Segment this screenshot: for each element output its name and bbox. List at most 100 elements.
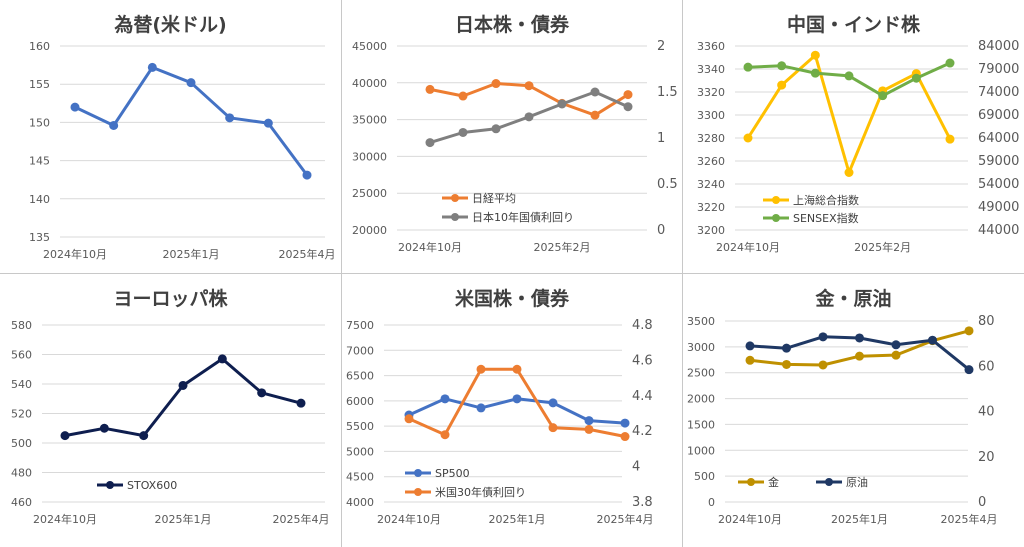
data-point [524,112,534,122]
data-point [225,113,235,123]
data-point [620,432,630,442]
y2-tick-label: 64000 [978,131,1019,146]
legend-label: SENSEX指数 [793,211,859,225]
y2-tick-label: 0.5 [657,177,678,192]
legend-marker [772,196,780,204]
x-tick-label: 2025年2月 [854,240,911,254]
y-tick-label: 520 [11,408,32,421]
y2-tick-label: 4.4 [632,389,653,404]
chart-svg: 4000 4500 5000 5500 6000 6500 7000 7500 3.8 4 4.2 4… [346,318,654,526]
y-tick-label: 1000 [687,444,715,457]
x-tick-label: 2025年4月 [273,512,330,526]
y-tick-label: 5000 [346,445,374,458]
data-point [70,102,80,112]
y-tick-label: 500 [694,470,715,483]
data-point [476,364,486,374]
y2-tick-label: 0 [657,223,665,238]
data-point [512,394,522,404]
y-tick-label: 480 [11,467,32,480]
data-point [548,423,558,433]
data-point [491,124,501,134]
data-point [60,431,70,441]
data-point [263,118,273,128]
y-tick-label: 3000 [687,341,715,354]
y-tick-label: 7500 [346,319,374,332]
data-point [623,102,633,112]
data-point [891,340,901,350]
y-tick-label: 560 [11,349,32,362]
x-tick-label: 2025年1月 [831,512,888,526]
y-tick-label: 580 [11,319,32,332]
y-tick-label: 6500 [346,370,374,383]
y-tick-label: 3500 [687,315,715,328]
chart-panel-europe: ヨーロッパ株 460 480 500 520 540 560 580 2024年10月 2025… [0,274,341,547]
data-point [99,423,109,433]
y2-tick-label: 1.5 [657,85,678,100]
y-tick-label: 40000 [352,77,387,90]
y-tick-label: 3280 [697,132,725,145]
data-point [512,364,522,374]
chart-title: 日本株・債券 [454,14,569,36]
legend-marker [414,469,422,477]
y2-tick-label: 40 [978,405,995,420]
data-point [524,81,534,91]
y-tick-label: 20000 [352,224,387,237]
data-point [743,62,753,72]
data-point [777,80,787,90]
data-point [964,365,974,375]
y2-tick-label: 74000 [978,85,1019,100]
y2-tick-label: 0 [978,495,986,510]
y2-tick-label: 59000 [978,154,1019,169]
data-point [891,350,901,360]
y2-tick-label: 1 [657,131,665,146]
y2-tick-label: 4.8 [632,318,653,333]
data-point [458,127,468,137]
y-tick-label: 4500 [346,471,374,484]
x-tick-label: 2024年10月 [43,247,107,261]
y-tick-label: 5500 [346,420,374,433]
data-point [878,91,888,101]
data-point [139,431,149,441]
data-point [844,71,854,81]
data-point [945,58,955,68]
x-tick-label: 2024年10月 [377,512,441,526]
chart-panel-fx: 為替(米ドル) 135 140 145 150 155 160 2024年10月 2025年1… [0,0,341,273]
data-point [584,416,594,426]
y-tick-label: 2500 [687,367,715,380]
y2-tick-label: 84000 [978,39,1019,54]
data-point [476,403,486,413]
y2-tick-label: 20 [978,450,995,465]
x-tick-label: 2024年10月 [716,240,780,254]
y-tick-label: 35000 [352,114,387,127]
y-tick-label: 540 [11,378,32,391]
x-tick-label: 2025年1月 [163,247,220,261]
x-tick-label: 2024年10月 [398,240,462,254]
data-point [548,398,558,408]
chart-title: 米国株・債券 [454,288,569,310]
y-tick-label: 500 [11,437,32,450]
data-point [404,414,414,424]
data-point [440,394,450,404]
legend-label: 日本10年国債利回り [472,210,574,224]
chart-panel-us: 米国株・債券 4000 4500 5000 5500 6000 6500 7000 7500 3… [342,274,682,547]
y-tick-label: 460 [11,496,32,509]
legend-label: 米国30年債利回り [435,485,526,499]
x-tick-label: 2025年4月 [941,512,998,526]
data-point [590,110,600,120]
y-tick-label: 3240 [697,178,725,191]
x-tick-label: 2025年4月 [597,512,654,526]
data-point [440,430,450,440]
legend-label: 上海総合指数 [793,193,859,207]
y2-tick-label: 79000 [978,62,1019,77]
data-point [590,87,600,97]
x-tick-label: 2025年1月 [489,512,546,526]
y-tick-label: 1500 [687,418,715,431]
y-tick-label: 7000 [346,344,374,357]
y2-tick-label: 69000 [978,108,1019,123]
data-point [623,90,633,100]
data-point [782,359,791,369]
y2-tick-label: 4.2 [632,424,653,439]
y2-tick-label: 60 [978,359,995,374]
y-tick-label: 3300 [697,109,725,122]
y-tick-label: 140 [29,193,50,206]
